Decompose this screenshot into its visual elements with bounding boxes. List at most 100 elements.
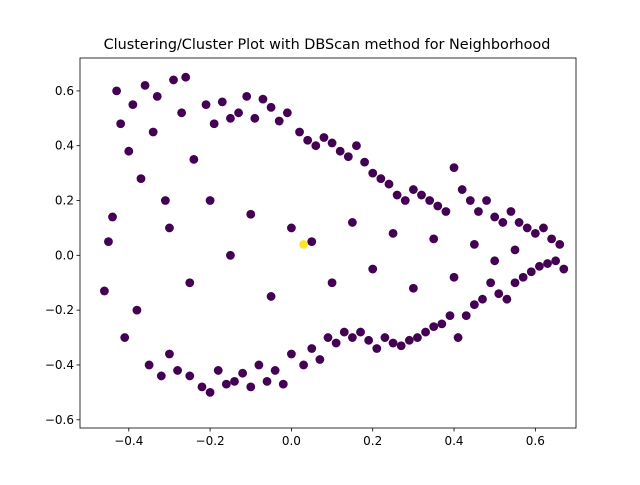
- data-point-cluster-0: [510, 245, 520, 255]
- data-point-cluster-0: [408, 185, 418, 194]
- data-point-cluster-0: [307, 344, 317, 353]
- data-point-cluster-0: [343, 152, 353, 162]
- data-point-cluster-0: [413, 333, 422, 342]
- data-point-cluster-0: [234, 108, 243, 118]
- data-point-cluster-0: [486, 278, 496, 288]
- data-point-cluster-0: [226, 113, 235, 123]
- data-point-cluster-0: [352, 141, 361, 151]
- data-point-cluster-0: [104, 237, 113, 247]
- data-point-cluster-0: [441, 207, 451, 216]
- data-point-cluster-0: [335, 146, 345, 156]
- data-point-cluster-0: [368, 168, 378, 178]
- data-point-cluster-0: [315, 355, 325, 364]
- data-point-cluster-0: [173, 366, 182, 375]
- data-point-cluster-0: [197, 382, 207, 392]
- data-point-cluster-0: [112, 86, 121, 96]
- data-point-cluster-0: [152, 91, 162, 101]
- data-point-cluster-0: [494, 289, 504, 299]
- data-point-cluster-0: [128, 100, 138, 109]
- data-point-cluster-0: [160, 196, 170, 205]
- data-point-cluster-0: [555, 239, 565, 249]
- x-tick-label: −0.2: [196, 434, 225, 448]
- data-point-cluster-0: [404, 335, 414, 345]
- data-point-cluster-0: [449, 163, 459, 173]
- data-point-cluster-0: [510, 278, 520, 288]
- data-point-cluster-0: [449, 272, 459, 282]
- data-point-cluster-0: [388, 338, 398, 348]
- data-point-cluster-0: [226, 250, 235, 260]
- data-point-cluster-0: [287, 349, 296, 359]
- data-point-cluster-0: [201, 100, 211, 109]
- data-point-cluster-0: [327, 138, 337, 148]
- data-point-cluster-0: [356, 327, 365, 337]
- data-point-cluster-0: [530, 229, 540, 238]
- data-point-cluster-0: [429, 322, 439, 331]
- x-tick-label: −0.4: [114, 434, 143, 448]
- data-point-cluster-0: [266, 102, 276, 112]
- y-tick-label: 0.6: [55, 84, 74, 98]
- data-point-cluster-0: [274, 116, 284, 126]
- data-point-cluster-0: [165, 223, 174, 233]
- data-point-cluster-0: [469, 239, 479, 249]
- data-point-cluster-0: [307, 237, 317, 247]
- data-point-cluster-0: [543, 259, 552, 268]
- y-tick-label: 0.2: [55, 194, 74, 208]
- data-point-cluster-0: [372, 344, 382, 353]
- data-point-cluster-0: [502, 294, 512, 304]
- data-point-cluster-0: [136, 174, 146, 183]
- data-point-cluster-0: [384, 179, 394, 189]
- data-point-cluster-0: [478, 294, 487, 304]
- data-point-cluster-0: [140, 81, 150, 90]
- data-point-cluster-0: [165, 349, 174, 359]
- data-point-cluster-0: [120, 333, 130, 342]
- data-point-cluster-0: [380, 333, 390, 342]
- data-point-cluster-0: [522, 223, 532, 233]
- data-point-cluster-0: [132, 305, 142, 315]
- data-point-cluster-0: [262, 377, 272, 386]
- data-point-cluster-0: [347, 218, 357, 227]
- data-point-cluster-0: [526, 267, 536, 277]
- data-point-cluster-0: [108, 212, 117, 222]
- data-point-cluster-0: [490, 256, 500, 266]
- data-point-cluster-0: [331, 338, 341, 348]
- data-point-cluster-0: [364, 335, 374, 345]
- data-point-cluster-0: [539, 223, 548, 233]
- data-point-cluster-0: [144, 360, 154, 370]
- data-point-cluster-0: [547, 234, 557, 244]
- data-point-cluster-0: [303, 135, 313, 145]
- data-point-cluster-0: [205, 387, 215, 397]
- data-point-cluster-0: [319, 133, 329, 142]
- data-point-cluster-0: [425, 196, 435, 205]
- data-point-cluster-0: [429, 234, 439, 244]
- y-axis: −0.6 −0.4 −0.2 0.0 0.2 0.4 0.6: [45, 84, 80, 427]
- data-point-cluster-0: [278, 379, 288, 389]
- y-tick-label: −0.2: [45, 303, 74, 317]
- x-tick-label: 0.4: [444, 434, 463, 448]
- data-point-cluster-0: [258, 94, 268, 104]
- data-point-cluster-0: [189, 155, 199, 164]
- data-point-cluster-0: [388, 229, 398, 238]
- plot-frame: [79, 57, 577, 429]
- data-point-cluster-0: [498, 218, 508, 227]
- data-point-cluster-0: [217, 97, 227, 107]
- data-point-cluster-0: [116, 119, 126, 129]
- data-point-cluster-0: [99, 286, 109, 296]
- data-points-group: [99, 72, 569, 397]
- data-point-cluster-0: [282, 108, 292, 118]
- data-point-cluster-0: [559, 264, 569, 274]
- data-point-cluster-0: [461, 311, 471, 321]
- data-point-cluster-0: [433, 201, 443, 211]
- data-point-cluster-0: [185, 371, 195, 381]
- data-point-cluster-0: [421, 327, 430, 337]
- data-point-cluster-0: [221, 379, 231, 389]
- data-point-cluster-0: [408, 283, 418, 293]
- data-point-cluster-0: [514, 218, 524, 227]
- data-point-cluster-0: [209, 119, 219, 129]
- x-tick-label: 0.2: [363, 434, 382, 448]
- data-point-cluster-0: [254, 360, 264, 370]
- data-point-cluster-0: [368, 264, 378, 274]
- data-point-cluster-0: [246, 209, 256, 219]
- data-point-cluster-0: [250, 113, 260, 123]
